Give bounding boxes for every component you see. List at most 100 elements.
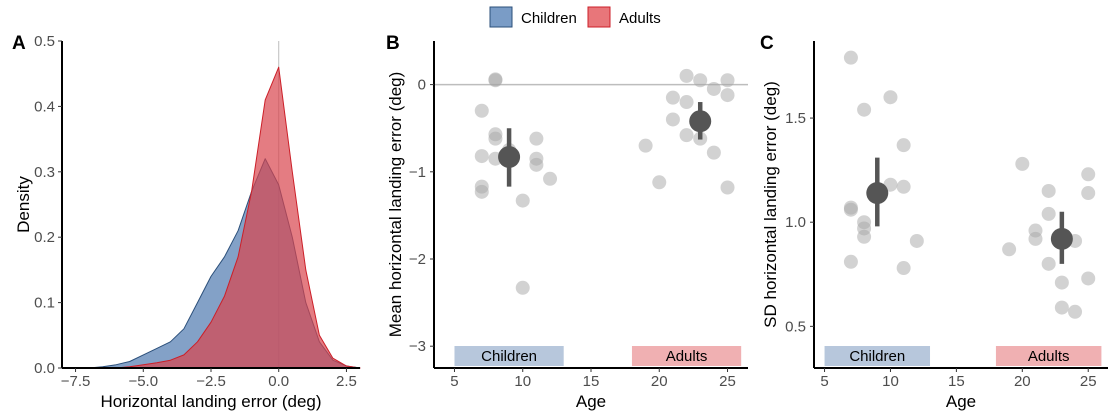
x-tick-label: −2.5 — [196, 373, 226, 390]
y-tick-label: 0.0 — [34, 360, 55, 377]
data-point — [843, 202, 858, 217]
panel-label-c: C — [760, 33, 774, 54]
data-point — [679, 68, 694, 83]
x-tick-label: 25 — [1080, 373, 1097, 390]
legend-label-adults: Adults — [619, 10, 661, 27]
mean-point-children — [498, 145, 521, 168]
x-tick-label: 2.5 — [336, 373, 357, 390]
data-point — [543, 171, 558, 186]
data-point — [1081, 186, 1096, 201]
y-tick-label: 0.3 — [34, 164, 55, 181]
data-point — [474, 184, 489, 199]
x-tick-label: 10 — [882, 373, 899, 390]
data-point — [896, 179, 911, 194]
mean-point-adults — [689, 110, 712, 133]
data-point — [488, 72, 503, 87]
x-tick-label: 25 — [719, 373, 736, 390]
x-tick-label: 5 — [450, 373, 458, 390]
data-point — [1002, 242, 1017, 257]
group-label-adults: Adults — [1028, 348, 1070, 365]
y-tick-label: 1.5 — [785, 110, 806, 127]
data-point — [1081, 271, 1096, 286]
x-axis-title: Age — [946, 392, 976, 411]
x-axis-title: Horizontal landing error (deg) — [100, 392, 321, 411]
data-point — [693, 73, 708, 88]
data-point — [529, 157, 544, 172]
data-point — [1054, 300, 1069, 315]
data-point — [515, 280, 530, 295]
data-point — [857, 229, 872, 244]
data-point — [896, 138, 911, 153]
y-tick-label: 1.0 — [785, 214, 806, 231]
density-adults — [88, 66, 361, 369]
group-bar-adults — [995, 346, 1102, 366]
data-point — [1015, 156, 1030, 171]
data-point — [652, 175, 667, 190]
data-point — [896, 261, 911, 276]
data-point — [1054, 275, 1069, 290]
x-tick-label: 15 — [583, 373, 600, 390]
data-point — [488, 131, 503, 146]
data-point — [883, 90, 898, 105]
data-point — [857, 102, 872, 117]
data-point — [720, 73, 735, 88]
data-point — [529, 131, 544, 146]
y-axis-title: SD horizontal landing error (deg) — [761, 81, 780, 328]
data-point — [720, 180, 735, 195]
x-tick-label: 0.0 — [268, 373, 289, 390]
x-tick-label: 20 — [651, 373, 668, 390]
data-point — [665, 112, 680, 127]
x-tick-label: 20 — [1014, 373, 1031, 390]
x-tick-label: −7.5 — [61, 373, 91, 390]
y-tick-label: 0 — [418, 77, 426, 94]
mean-point-children — [866, 182, 889, 205]
y-tick-label: −3 — [409, 338, 426, 355]
x-tick-label: 15 — [948, 373, 965, 390]
panel-c: Children Adults 0.5 1.0 1.5 5 10 15 20 25 Age SD ho… — [761, 41, 1108, 411]
data-point — [1068, 304, 1083, 319]
group-label-adults: Adults — [666, 348, 708, 365]
data-point — [720, 88, 735, 103]
legend: Children Adults — [489, 6, 661, 28]
x-tick-label: −5.0 — [128, 373, 158, 390]
data-point — [1028, 231, 1043, 246]
legend-swatch-children — [489, 6, 513, 28]
data-point — [638, 138, 653, 153]
data-point — [474, 149, 489, 164]
y-tick-label: 0.1 — [34, 295, 55, 312]
data-point — [843, 254, 858, 269]
y-tick-label: −1 — [409, 164, 426, 181]
group-bar-adults — [631, 346, 742, 366]
data-point — [679, 95, 694, 110]
group-label-children: Children — [849, 348, 905, 365]
panel-label-a: A — [12, 33, 26, 54]
data-point — [1041, 256, 1056, 271]
y-tick-label: 0.5 — [785, 318, 806, 335]
group-label-children: Children — [481, 348, 537, 365]
data-point — [706, 81, 721, 96]
y-axis-title: Density — [14, 176, 33, 233]
x-tick-label: 10 — [514, 373, 531, 390]
group-bar-children — [454, 346, 564, 366]
y-tick-label: −2 — [409, 251, 426, 268]
mean-point-adults — [1050, 227, 1073, 250]
data-point — [474, 103, 489, 118]
y-tick-label: 0.4 — [34, 98, 55, 115]
y-tick-label: 0.5 — [34, 33, 55, 50]
data-point — [665, 90, 680, 105]
panel-a: 0.0 0.1 0.2 0.3 0.4 0.5 −7.5 −5.0 −2.5 0.0 2.5 Hori… — [14, 33, 361, 411]
y-axis-title: Mean horizontal landing error (deg) — [386, 72, 405, 338]
data-point — [843, 50, 858, 65]
panel-b: Children Adults 0 −1 −2 −3 5 10 15 20 25 Age Mean ho… — [386, 41, 748, 411]
data-point — [1041, 183, 1056, 198]
panel-label-b: B — [386, 33, 400, 54]
data-point — [706, 145, 721, 160]
data-point — [515, 193, 530, 208]
data-point — [909, 233, 924, 248]
group-bar-children — [824, 346, 931, 366]
x-tick-label: 5 — [820, 373, 828, 390]
x-axis-title: Age — [576, 392, 606, 411]
data-point — [1081, 167, 1096, 182]
data-point — [679, 128, 694, 143]
